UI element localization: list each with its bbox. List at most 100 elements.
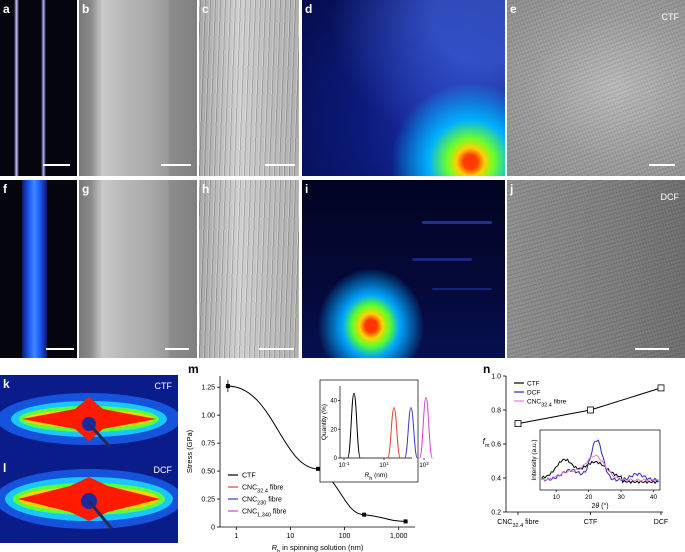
scale-bar <box>161 164 191 166</box>
waxs-pattern-ctf <box>0 393 178 449</box>
inset-y-tick-label: 0 <box>334 456 338 462</box>
inset-x-tick-label: 10 <box>553 494 561 501</box>
xrd-curve-ctf <box>541 458 659 485</box>
y-tick-label: 1.0 <box>491 374 501 381</box>
panel-h-image: h <box>199 180 299 358</box>
orientation-chart: 0.2 0.4 0.6 0.8 1.0 fm CNC32.4 fibre CTF DCF CTF D… <box>483 374 669 530</box>
inset-x-tick-label: 101 <box>379 461 389 470</box>
sample-tag-ctf: CTF <box>154 381 173 391</box>
panel-l-image: l DCF <box>0 459 178 543</box>
x-tick-label: 1,000 <box>390 533 408 540</box>
panel-label-c: c <box>202 2 209 16</box>
inset-y-axis-label: Intensity (a.u.) <box>531 439 538 480</box>
panel-b-image: b <box>79 0 197 176</box>
fibre-highlight-left <box>14 0 19 176</box>
fibre-highlight-right <box>41 0 46 176</box>
xrd-curve-dcf <box>541 439 659 482</box>
streak-1 <box>422 221 492 224</box>
inset-x-tick-label: 103 <box>419 461 429 470</box>
panel-label-f: f <box>3 182 7 196</box>
panel-c-image: c <box>199 0 299 176</box>
panel-f-image: f <box>0 180 77 358</box>
panel-g-image: g <box>79 180 197 358</box>
stress-point <box>403 519 408 524</box>
legend-label: CTF <box>527 380 540 387</box>
fm-point <box>657 384 665 392</box>
y-tick-label: 0.4 <box>491 476 501 483</box>
y-tick-label: 0 <box>211 525 215 532</box>
y-tick-label: 0.50 <box>201 469 215 476</box>
inset-x-axis-label: Rh (nm) <box>365 472 388 482</box>
inset-x-axis-label: 2θ (°) <box>591 502 608 510</box>
y-axis-label: fm <box>483 437 490 449</box>
panel-e-image: e CTF <box>507 0 685 176</box>
legend-label: CNC230 fibre <box>242 497 282 507</box>
legend-label: CNC32.4 fibre <box>527 398 567 408</box>
panel-label-k: k <box>3 377 10 391</box>
y-tick-label: 0.2 <box>491 510 501 517</box>
scale-bar <box>649 164 675 166</box>
scale-bar <box>165 348 189 350</box>
scale-bar <box>43 164 70 166</box>
inset-frame <box>319 379 419 483</box>
panel-label-j: j <box>510 182 514 196</box>
fm-point <box>514 420 522 427</box>
panel-label-l: l <box>3 461 7 475</box>
legend-label: CTF <box>242 473 256 480</box>
panel-label-e: e <box>510 2 517 16</box>
fibre-glow <box>22 180 47 358</box>
waxs-pattern-dcf <box>0 469 178 530</box>
panel-k-image: k CTF <box>0 375 178 459</box>
inset-y-axis-label: Quantity (%) <box>321 404 328 440</box>
y-tick-label: 1.00 <box>201 413 215 420</box>
xrd-curve-cnc <box>541 454 659 482</box>
scale-bar <box>46 348 74 350</box>
panel-label-d: d <box>305 2 313 16</box>
inset-x-tick-label: 30 <box>617 494 625 501</box>
y-tick-label: 0.8 <box>491 408 501 415</box>
panel-label-n: n <box>483 362 491 376</box>
x-tick-label: 10 <box>287 533 295 540</box>
sample-tag-dcf: DCF <box>153 465 173 475</box>
y-axis-label: Stress (GPa) <box>185 429 194 473</box>
inset-y-tick-label: 20 <box>330 427 337 433</box>
panel-j-image: j DCF <box>507 180 685 358</box>
x-tick-label: CNC32.4 fibre <box>497 519 539 529</box>
y-tick-label: 1.25 <box>201 385 215 392</box>
panel-label-m: m <box>188 362 199 376</box>
inset-y-tick-label: 40 <box>330 399 337 405</box>
scale-bar <box>265 164 295 166</box>
inset-peak <box>404 407 418 459</box>
streak-2 <box>412 258 472 261</box>
panel-i-image: i <box>302 180 505 358</box>
x-tick-label: DCF <box>654 519 668 526</box>
fm-point <box>587 406 594 414</box>
legend-label: DCF <box>527 389 540 396</box>
sample-tag-ctf: CTF <box>661 12 680 22</box>
inset-x-tick-label: 20 <box>585 494 593 501</box>
streak-3 <box>432 288 492 290</box>
sample-tag-dcf: DCF <box>660 192 680 202</box>
panel-label-a: a <box>3 2 10 16</box>
inset-peak <box>347 392 361 459</box>
inset-x-tick-label: 40 <box>650 494 658 501</box>
panel-label-b: b <box>82 2 90 16</box>
y-tick-label: 0.25 <box>201 497 215 504</box>
legend-label: CNC1,340 fibre <box>242 509 287 519</box>
panel-label-i: i <box>305 182 309 196</box>
inset-peak <box>419 397 433 459</box>
panel-d-image: d <box>302 0 505 176</box>
panel-label-h: h <box>202 182 210 196</box>
legend-label: CNC32.4 fibre <box>242 485 284 495</box>
scale-bar <box>259 348 294 350</box>
x-axis-label: Rh in spinning solution (nm) <box>272 543 364 552</box>
scale-bar <box>635 348 669 350</box>
inset-peak <box>387 407 401 459</box>
y-tick-label: 0.6 <box>491 442 501 449</box>
x-tick-label: 1 <box>234 533 238 540</box>
x-tick-label: 100 <box>339 533 351 540</box>
x-tick-label: CTF <box>584 519 598 526</box>
stress-point <box>362 512 367 517</box>
y-tick-label: 0.75 <box>201 441 215 448</box>
panel-label-g: g <box>82 182 90 196</box>
